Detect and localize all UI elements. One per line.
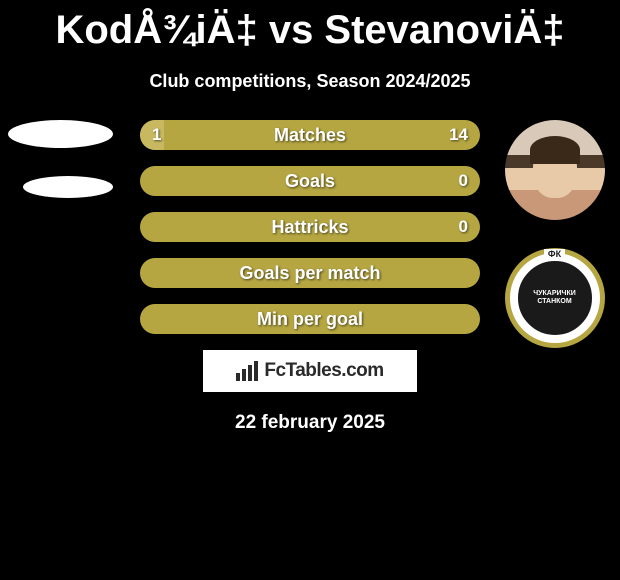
fctables-bar-icon [236,361,258,381]
left-player-column [8,120,123,226]
player1-photo-placeholder [8,120,113,148]
stat-label: Matches [140,120,480,150]
stat-label: Hattricks [140,212,480,242]
comparison-title: KodÅ¾iÄ‡ vs StevanoviÄ‡ [0,0,620,53]
competition-subtitle: Club competitions, Season 2024/2025 [0,71,620,92]
stat-label: Goals [140,166,480,196]
stat-value-right: 14 [449,120,468,150]
content-area: ЧУКАРИЧКИ СТАНКОМ 1 Matches 14 Goals 0 H… [0,120,620,434]
club-text-line1: ЧУКАРИЧКИ [533,290,576,298]
stat-rows-container: 1 Matches 14 Goals 0 Hattricks 0 Goals p… [140,120,480,334]
stat-value-right: 0 [459,212,468,242]
stat-row-matches: 1 Matches 14 [140,120,480,150]
club-badge-inner: ЧУКАРИЧКИ СТАНКОМ [514,257,596,339]
stat-label: Min per goal [140,304,480,334]
player2-photo [505,120,605,220]
fctables-label: FcTables.com [264,360,383,382]
stat-value-right: 0 [459,166,468,196]
stat-label: Goals per match [140,258,480,288]
stat-row-goals: Goals 0 [140,166,480,196]
player1-club-placeholder [23,176,113,198]
club-text-line2: СТАНКОМ [537,298,571,306]
player2-club-badge: ЧУКАРИЧКИ СТАНКОМ [505,248,605,348]
footer-date: 22 february 2025 [0,412,620,434]
stat-row-min-per-goal: Min per goal [140,304,480,334]
right-player-column: ЧУКАРИЧКИ СТАНКОМ [497,120,612,348]
fctables-attribution[interactable]: FcTables.com [203,350,417,392]
stat-row-hattricks: Hattricks 0 [140,212,480,242]
stat-row-goals-per-match: Goals per match [140,258,480,288]
